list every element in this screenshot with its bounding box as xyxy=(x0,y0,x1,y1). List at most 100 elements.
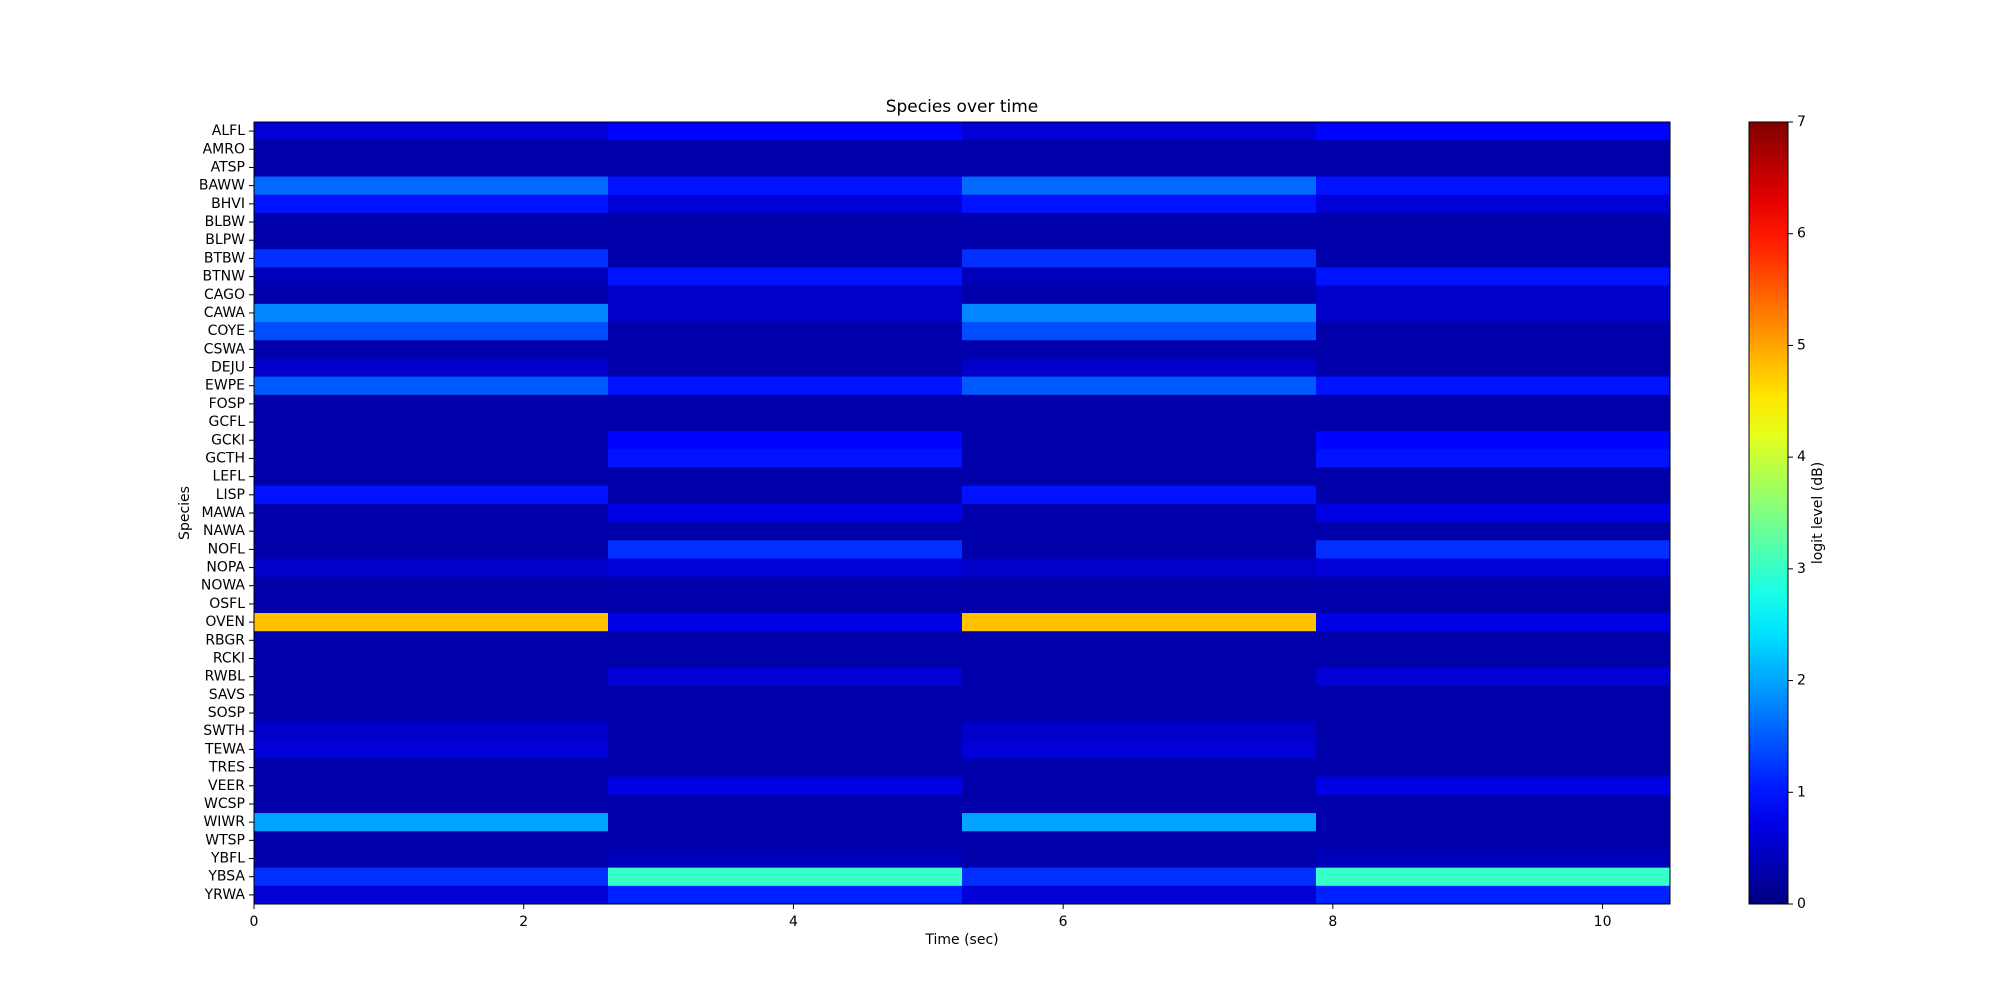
y-tick-label: YBSA xyxy=(207,869,245,885)
heatmap-cell xyxy=(1316,358,1671,378)
y-tick-label: CAWA xyxy=(204,305,246,321)
heatmap-cell xyxy=(608,794,963,814)
heatmap-cell xyxy=(254,831,609,850)
colorbar xyxy=(1748,121,1789,905)
y-tick-label: ALFL xyxy=(212,123,245,139)
heatmap-cell xyxy=(254,540,609,559)
x-tick-label: 0 xyxy=(250,914,259,930)
heatmap-cell xyxy=(962,303,1317,323)
y-tick-label: EWPE xyxy=(205,378,245,394)
heatmap-cell xyxy=(254,631,609,650)
heatmap-cell xyxy=(254,576,609,596)
heatmap-cell xyxy=(962,813,1317,832)
y-tick-label: NOFL xyxy=(208,541,246,557)
heatmap-cell xyxy=(1316,831,1671,850)
chart-title: Species over time xyxy=(886,97,1039,117)
heatmap-cell xyxy=(608,758,963,778)
heatmap-cell xyxy=(962,631,1317,650)
y-tick-label: RWBL xyxy=(205,669,246,685)
heatmap-cell xyxy=(1316,249,1671,268)
heatmap-cell xyxy=(1316,540,1671,559)
heatmap-cell xyxy=(254,358,609,378)
colorbar-tick-label: 3 xyxy=(1797,561,1806,577)
colorbar-tick-label: 0 xyxy=(1797,896,1806,912)
heatmap-cell xyxy=(608,322,963,341)
y-tick-label: AMRO xyxy=(203,141,245,157)
heatmap-cell xyxy=(1316,467,1671,487)
heatmap-cell xyxy=(254,340,609,359)
heatmap-cell xyxy=(1316,613,1671,632)
heatmap-cell xyxy=(254,758,609,778)
colorbar-tick-label: 6 xyxy=(1797,226,1806,242)
heatmap-cell xyxy=(608,158,963,178)
heatmap-cell xyxy=(608,376,963,396)
colorbar-tick-label: 5 xyxy=(1797,337,1806,353)
y-tick-label: NOPA xyxy=(206,560,245,576)
y-tick-label: YBFL xyxy=(210,851,245,867)
heatmap-cell xyxy=(962,776,1317,796)
heatmap-cell xyxy=(254,231,609,250)
heatmap-cell xyxy=(254,722,609,741)
heatmap-cell xyxy=(608,722,963,741)
heatmap-cell xyxy=(254,176,609,196)
heatmap-cell xyxy=(962,758,1317,778)
heatmap-cell xyxy=(608,849,963,869)
y-tick-label: BHVI xyxy=(211,196,245,212)
heatmap-cell xyxy=(608,613,963,632)
y-tick-label: TEWA xyxy=(204,741,245,757)
heatmap-cell xyxy=(962,412,1317,432)
heatmap-cell xyxy=(608,667,963,687)
y-tick-label: RCKI xyxy=(213,650,245,666)
heatmap-cell xyxy=(1316,649,1671,669)
y-tick-label: MAWA xyxy=(201,505,245,521)
heatmap-cell xyxy=(962,176,1317,196)
heatmap-cell xyxy=(608,522,963,541)
heatmap-cell xyxy=(1316,885,1671,905)
heatmap-cell xyxy=(962,685,1317,705)
heatmap-cell xyxy=(254,667,609,687)
heatmap-cell xyxy=(962,394,1317,414)
heatmap-cell xyxy=(1316,776,1671,796)
x-tick-label: 10 xyxy=(1594,914,1612,930)
heatmap-cell xyxy=(1316,558,1671,578)
heatmap-cell xyxy=(254,794,609,814)
heatmap-cell xyxy=(254,703,609,723)
heatmap-cell xyxy=(608,303,963,323)
heatmap-cell xyxy=(962,431,1317,450)
heatmap-cell xyxy=(1316,140,1671,159)
heatmap-cell xyxy=(1316,794,1671,814)
heatmap-cell xyxy=(254,212,609,232)
heatmap-cell xyxy=(1316,285,1671,305)
heatmap-cell xyxy=(1316,503,1671,523)
colorbar-tick-label: 1 xyxy=(1797,784,1806,800)
heatmap-cell xyxy=(608,576,963,596)
heatmap-cell xyxy=(1316,758,1671,778)
heatmap-cell xyxy=(254,813,609,832)
heatmap-cell xyxy=(608,485,963,505)
heatmap-cell xyxy=(962,576,1317,596)
heatmap-cell xyxy=(254,449,609,469)
heatmap-cell xyxy=(254,285,609,305)
y-tick-label: COYE xyxy=(208,323,245,339)
heatmap-cell xyxy=(962,558,1317,578)
colorbar-tick-label: 4 xyxy=(1797,449,1806,465)
heatmap-cell xyxy=(962,449,1317,469)
heatmap-cell xyxy=(1316,485,1671,505)
y-tick-label: OVEN xyxy=(205,614,245,630)
heatmap-cell xyxy=(962,158,1317,178)
x-tick-label: 8 xyxy=(1328,914,1337,930)
y-tick-label: SWTH xyxy=(203,723,245,739)
heatmap-cell xyxy=(962,322,1317,341)
heatmap-cell xyxy=(608,394,963,414)
y-axis-label: Species xyxy=(177,486,193,540)
heatmap-cell xyxy=(608,813,963,832)
heatmap-cell xyxy=(608,649,963,669)
heatmap-cell xyxy=(962,285,1317,305)
heatmap-cell xyxy=(254,249,609,268)
heatmap-cell xyxy=(608,831,963,850)
y-tick-label: SAVS xyxy=(209,687,245,703)
heatmap-cell xyxy=(254,594,609,614)
heatmap-cell xyxy=(962,703,1317,723)
heatmap-cell xyxy=(1316,212,1671,232)
heatmap-cell xyxy=(608,140,963,159)
